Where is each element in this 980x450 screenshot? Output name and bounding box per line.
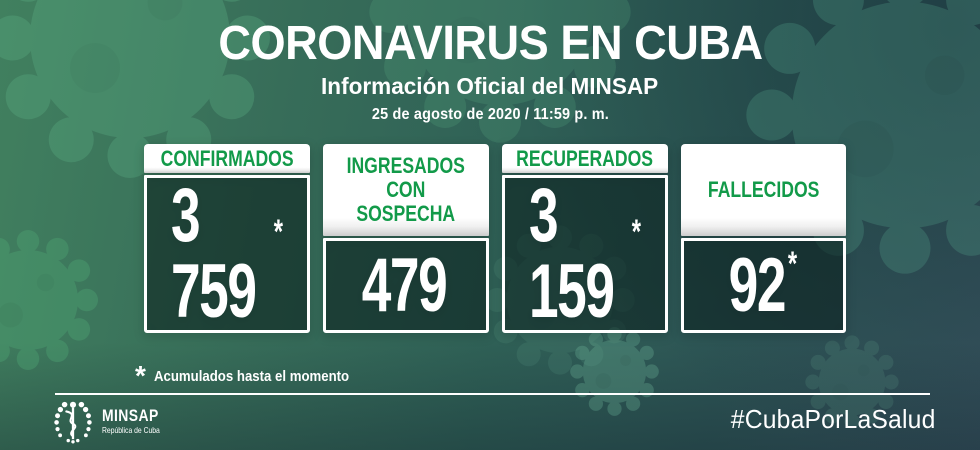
stat-value: 3 159 bbox=[528, 173, 615, 334]
stat-panel: 3 159 * bbox=[501, 173, 668, 334]
stat-label: RECUPERADOS bbox=[501, 144, 668, 173]
header: CORONAVIRUS EN CUBA Información Oficial … bbox=[0, 17, 980, 124]
stat-panel: 479 bbox=[323, 238, 489, 333]
asterisk-mark: * bbox=[273, 213, 283, 251]
stat-card-fallecidos: FALLECIDOS 92 * bbox=[680, 144, 846, 333]
stat-value: 92 bbox=[729, 242, 787, 328]
minsap-logo: MINSAP República de Cuba bbox=[52, 398, 174, 444]
logo-subtitle: República de Cuba bbox=[102, 425, 160, 436]
stat-label: CONFIRMADOS bbox=[144, 144, 310, 173]
report-date: 25 de agosto de 2020 / 11:59 p. m. bbox=[371, 105, 609, 123]
stat-card-recuperados: RECUPERADOS 3 159 * bbox=[501, 144, 668, 334]
logo-title: MINSAP bbox=[102, 405, 159, 425]
hashtag: #CubaPorLaSalud bbox=[730, 404, 935, 434]
stat-value: 3 759 bbox=[171, 173, 257, 334]
stats-row: CONFIRMADOS 3 759 * INGRESADOS CON SOSPE… bbox=[144, 144, 846, 333]
asterisk-mark: * bbox=[631, 213, 641, 251]
footnote-text: Acumulados hasta el momento bbox=[153, 368, 350, 385]
footer-divider bbox=[55, 393, 930, 395]
stat-panel: 3 759 * bbox=[144, 175, 310, 333]
footnote-asterisk: * bbox=[135, 360, 146, 391]
stat-label: INGRESADOS CON SOSPECHA bbox=[323, 144, 489, 236]
footnote: * Acumulados hasta el momento bbox=[135, 362, 376, 390]
asterisk-mark: * bbox=[788, 244, 798, 283]
stat-card-ingresados: INGRESADOS CON SOSPECHA 479 bbox=[323, 144, 489, 333]
stat-value: 479 bbox=[362, 242, 448, 328]
logo-text: MINSAP República de Cuba bbox=[102, 405, 174, 436]
caduceus-wreath-icon bbox=[54, 401, 92, 444]
page-title: CORONAVIRUS EN CUBA bbox=[217, 17, 763, 70]
stat-card-confirmados: CONFIRMADOS 3 759 * bbox=[144, 144, 310, 333]
stat-panel: 92 * bbox=[680, 238, 846, 333]
page-subtitle: Información Oficial del MINSAP bbox=[321, 72, 659, 99]
stat-label: FALLECIDOS bbox=[680, 144, 846, 236]
